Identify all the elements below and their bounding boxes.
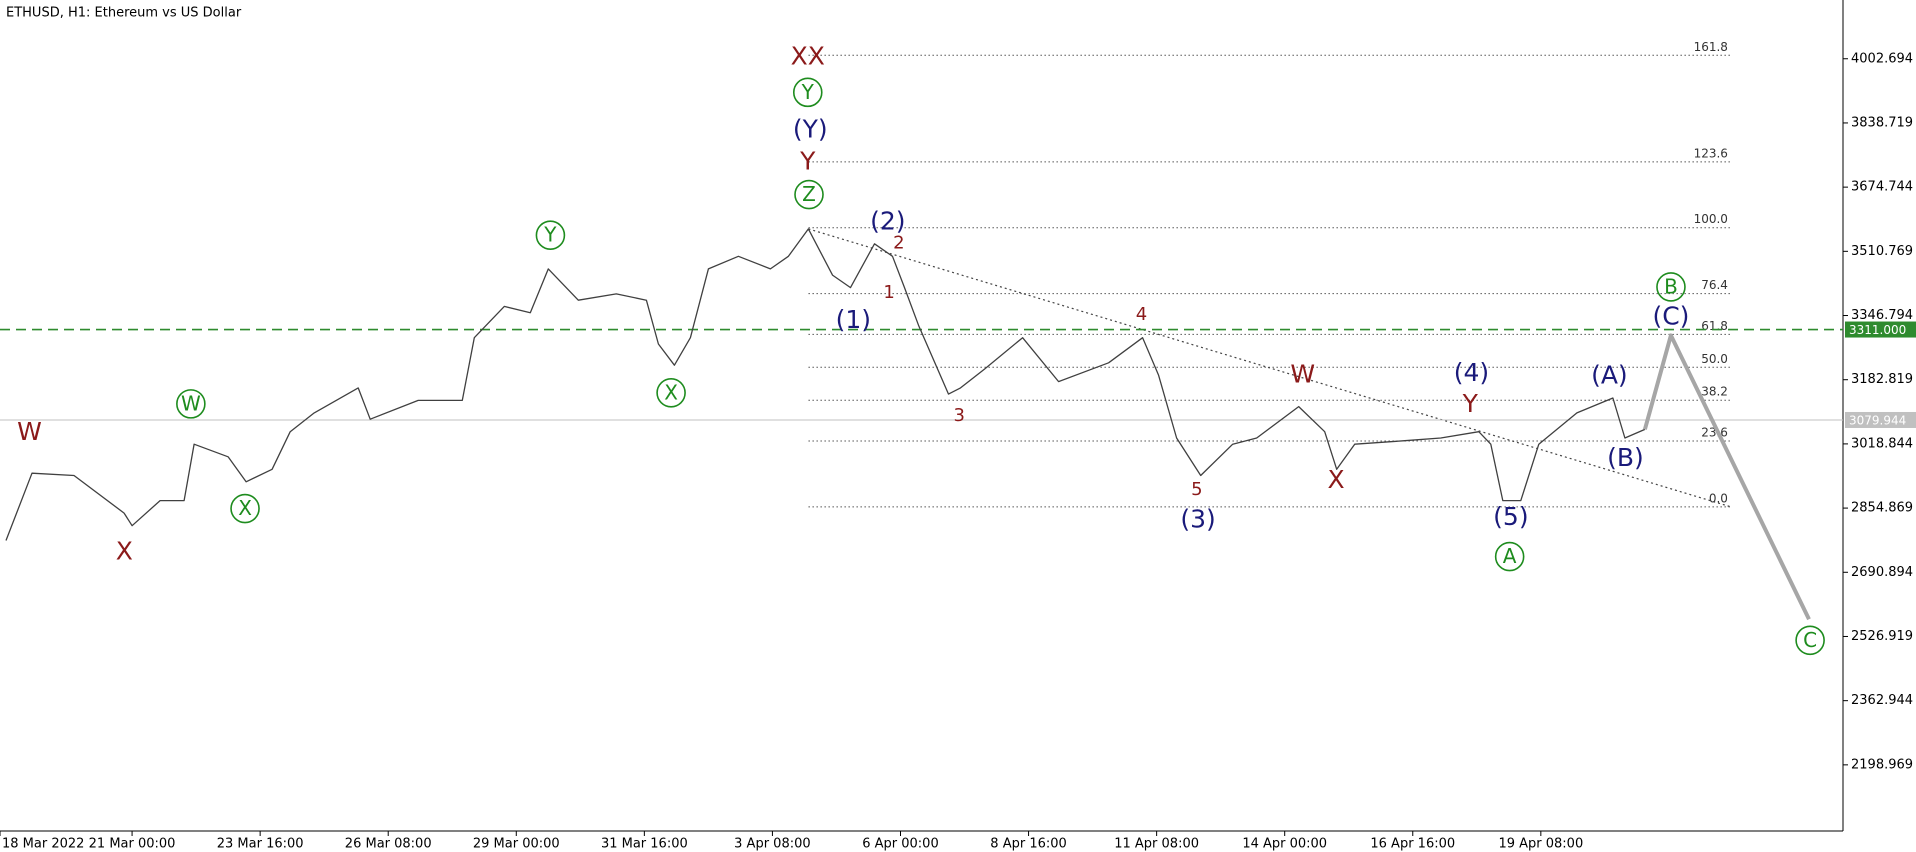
wave-label: B — [1664, 274, 1678, 298]
fib-label: 76.4 — [1701, 278, 1728, 292]
y-tick-label: 3346.794 — [1851, 308, 1913, 323]
y-tick-label: 3674.744 — [1851, 180, 1913, 195]
wave-circle — [1795, 625, 1825, 656]
fib-label: 161.8 — [1694, 40, 1728, 54]
wave-label: XX — [791, 42, 825, 71]
y-tick-label: 2690.894 — [1851, 565, 1913, 580]
wave-label: W — [17, 417, 42, 446]
y-tick-label: 3018.844 — [1851, 436, 1913, 451]
y-tick-label: 2526.919 — [1851, 629, 1913, 644]
y-tick-label: 3182.819 — [1851, 372, 1913, 387]
fib-label: 50.0 — [1701, 352, 1728, 366]
wave-label: A — [1503, 544, 1517, 568]
x-tick-label: 3 Apr 08:00 — [734, 837, 811, 852]
wave-label: 1 — [883, 282, 894, 303]
wave-label: X — [1327, 465, 1344, 494]
wave-circle — [792, 77, 823, 108]
wave-circle — [535, 220, 566, 250]
x-tick-label: 11 Apr 08:00 — [1114, 837, 1199, 852]
wave-label: W — [181, 391, 201, 415]
wave-circle — [656, 378, 686, 408]
wave-label: 2 — [893, 233, 904, 254]
wave-circle — [1494, 541, 1525, 572]
y-tick-label: 2854.869 — [1851, 501, 1913, 516]
wave-label: Y — [801, 80, 815, 104]
trend-line — [808, 228, 1732, 508]
chart-title: ETHUSD, H1: Ethereum vs US Dollar — [6, 6, 242, 21]
wave-circle — [176, 389, 206, 419]
fib-label: 38.2 — [1701, 385, 1728, 399]
wave-label: (2) — [870, 207, 905, 236]
price-label: 3311.000 — [1849, 323, 1906, 337]
wave-circle — [1656, 272, 1686, 302]
wave-label: (3) — [1180, 505, 1215, 534]
wave-label: W — [1290, 359, 1315, 388]
wave-label: (1) — [836, 305, 871, 334]
x-tick-label: 21 Mar 00:00 — [89, 837, 176, 852]
price-label-box — [1845, 411, 1916, 428]
wave-label: C — [1803, 628, 1817, 652]
wave-label: Y — [543, 223, 557, 247]
x-tick-label: 19 Apr 08:00 — [1498, 837, 1583, 852]
price-label-box — [1845, 321, 1916, 338]
wave-label: 3 — [954, 405, 965, 426]
wave-label: (C) — [1652, 301, 1689, 330]
wave-label: Y — [1462, 389, 1479, 418]
fib-label: 61.8 — [1701, 319, 1728, 333]
wave-label: X — [664, 380, 678, 404]
wave-label: (5) — [1493, 502, 1528, 531]
fib-label: 123.6 — [1694, 146, 1728, 160]
x-tick-label: 18 Mar 2022 — [2, 837, 84, 852]
projection-line — [1642, 333, 1811, 621]
wave-circle — [794, 179, 824, 210]
y-tick-label: 2362.944 — [1851, 693, 1913, 708]
x-tick-label: 26 Mar 08:00 — [345, 837, 432, 852]
wave-label: X — [116, 537, 133, 566]
wave-label: (Y) — [793, 114, 828, 143]
y-tick-label: 3510.769 — [1851, 244, 1913, 259]
wave-label: 5 — [1191, 479, 1202, 500]
wave-label: (B) — [1607, 443, 1644, 472]
price-line-series — [5, 228, 1646, 541]
x-tick-label: 8 Apr 16:00 — [990, 837, 1067, 852]
fib-label: 100.0 — [1694, 212, 1728, 226]
wave-label: Z — [802, 182, 816, 206]
wave-label: (4) — [1454, 358, 1489, 387]
x-tick-label: 31 Mar 16:00 — [601, 837, 688, 852]
x-tick-label: 14 Apr 00:00 — [1242, 837, 1327, 852]
wave-circle — [230, 493, 260, 524]
y-tick-label: 4002.694 — [1851, 51, 1913, 66]
x-tick-label: 16 Apr 16:00 — [1370, 837, 1455, 852]
y-tick-label: 3838.719 — [1851, 115, 1913, 130]
wave-label: (A) — [1591, 361, 1628, 390]
wave-label: 4 — [1136, 304, 1147, 325]
x-tick-label: 29 Mar 00:00 — [473, 837, 560, 852]
wave-label: Y — [799, 146, 816, 175]
x-tick-label: 6 Apr 00:00 — [862, 837, 939, 852]
y-tick-label: 2198.969 — [1851, 757, 1913, 772]
x-tick-label: 23 Mar 16:00 — [217, 837, 304, 852]
price-label: 3079.944 — [1849, 413, 1906, 427]
wave-label: X — [238, 496, 252, 520]
